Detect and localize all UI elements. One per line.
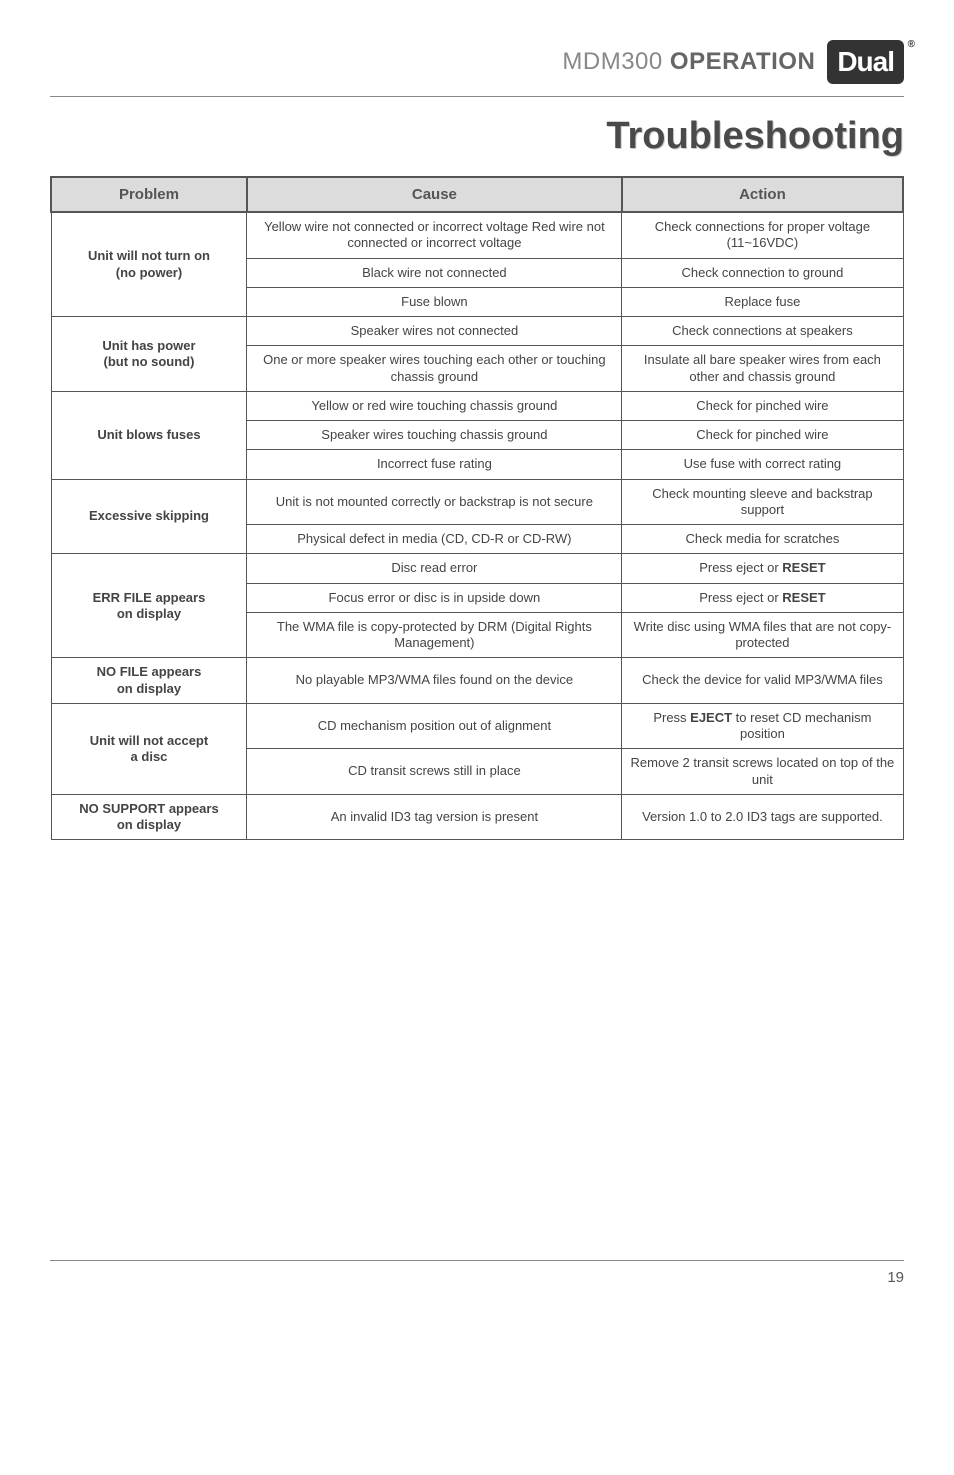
cell-problem: NO FILE appearson display — [51, 658, 247, 704]
cell-cause: Incorrect fuse rating — [247, 450, 622, 479]
cell-cause: Yellow or red wire touching chassis grou… — [247, 391, 622, 420]
cell-action: Press eject or RESET — [622, 554, 903, 583]
cell-problem: Unit will not accepta disc — [51, 703, 247, 794]
table-row: ERR FILE appearson displayDisc read erro… — [51, 554, 903, 583]
cell-action: Check the device for valid MP3/WMA files — [622, 658, 903, 704]
cell-action: Version 1.0 to 2.0 ID3 tags are supporte… — [622, 794, 903, 840]
cell-cause: CD mechanism position out of alignment — [247, 703, 622, 749]
cell-cause: Disc read error — [247, 554, 622, 583]
troubleshooting-table: Problem Cause Action Unit will not turn … — [50, 176, 904, 840]
cell-cause: The WMA file is copy-protected by DRM (D… — [247, 612, 622, 658]
cell-action: Check connections at speakers — [622, 317, 903, 346]
cell-action: Write disc using WMA files that are not … — [622, 612, 903, 658]
cell-problem: Unit will not turn on(no power) — [51, 212, 247, 317]
table-row: NO SUPPORT appearson displayAn invalid I… — [51, 794, 903, 840]
cell-cause: One or more speaker wires touching each … — [247, 346, 622, 392]
cell-action: Check for pinched wire — [622, 391, 903, 420]
cell-action: Check for pinched wire — [622, 421, 903, 450]
cell-cause: Yellow wire not connected or incorrect v… — [247, 212, 622, 258]
table-row: Unit will not accepta discCD mechanism p… — [51, 703, 903, 749]
table-row: Excessive skippingUnit is not mounted co… — [51, 479, 903, 525]
registered-icon: ® — [908, 40, 914, 50]
cell-cause: CD transit screws still in place — [247, 749, 622, 795]
th-problem: Problem — [51, 177, 247, 212]
cell-cause: No playable MP3/WMA files found on the d… — [247, 658, 622, 704]
header-text: MDM300 OPERATION — [562, 48, 815, 76]
table-row: NO FILE appearson displayNo playable MP3… — [51, 658, 903, 704]
cell-action: Use fuse with correct rating — [622, 450, 903, 479]
page-title: Troubleshooting — [50, 115, 904, 158]
cell-cause: Black wire not connected — [247, 258, 622, 287]
table-header-row: Problem Cause Action — [51, 177, 903, 212]
cell-cause: Speaker wires not connected — [247, 317, 622, 346]
cell-cause: Unit is not mounted correctly or backstr… — [247, 479, 622, 525]
cell-action: Press EJECT to reset CD mechanism positi… — [622, 703, 903, 749]
cell-problem: Unit has power(but no sound) — [51, 317, 247, 392]
cell-cause: Physical defect in media (CD, CD-R or CD… — [247, 525, 622, 554]
cell-problem: Unit blows fuses — [51, 391, 247, 479]
cell-action: Check mounting sleeve and backstrap supp… — [622, 479, 903, 525]
cell-problem: ERR FILE appearson display — [51, 554, 247, 658]
page-number: 19 — [887, 1269, 904, 1286]
cell-action: Check connections for proper voltage (11… — [622, 212, 903, 258]
header-model: MDM300 — [562, 48, 662, 75]
action-keyword: RESET — [782, 560, 825, 575]
action-keyword: EJECT — [690, 710, 732, 725]
th-action: Action — [622, 177, 903, 212]
header-section: OPERATION — [670, 48, 815, 75]
cell-problem: NO SUPPORT appearson display — [51, 794, 247, 840]
cell-action: Check media for scratches — [622, 525, 903, 554]
th-cause: Cause — [247, 177, 622, 212]
header-divider — [50, 96, 904, 97]
action-keyword: RESET — [782, 590, 825, 605]
header: MDM300 OPERATION Dual ® — [50, 40, 904, 84]
logo-text: Dual — [837, 46, 894, 77]
cell-problem: Excessive skipping — [51, 479, 247, 554]
cell-cause: Focus error or disc is in upside down — [247, 583, 622, 612]
table-body: Unit will not turn on(no power)Yellow wi… — [51, 212, 903, 840]
cell-action: Check connection to ground — [622, 258, 903, 287]
cell-cause: Speaker wires touching chassis ground — [247, 421, 622, 450]
cell-action: Remove 2 transit screws located on top o… — [622, 749, 903, 795]
cell-action: Insulate all bare speaker wires from eac… — [622, 346, 903, 392]
cell-cause: Fuse blown — [247, 287, 622, 316]
brand-logo: Dual ® — [827, 40, 904, 84]
cell-action: Replace fuse — [622, 287, 903, 316]
table-row: Unit blows fusesYellow or red wire touch… — [51, 391, 903, 420]
cell-cause: An invalid ID3 tag version is present — [247, 794, 622, 840]
table-row: Unit will not turn on(no power)Yellow wi… — [51, 212, 903, 258]
table-row: Unit has power(but no sound)Speaker wire… — [51, 317, 903, 346]
cell-action: Press eject or RESET — [622, 583, 903, 612]
footer: 19 — [50, 1260, 904, 1286]
